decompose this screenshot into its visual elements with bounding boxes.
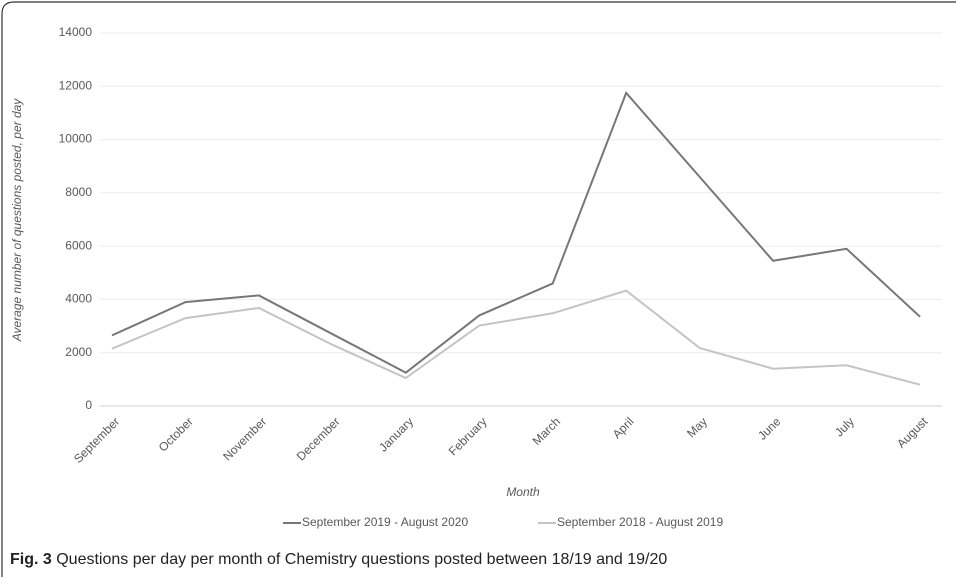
caption: Fig. 3 Questions per day per month of Ch… [10,551,667,568]
legend-label: September 2019 - August 2020 [302,515,468,529]
legend-label: September 2018 - August 2019 [557,515,723,529]
x-tick-label: May [684,414,710,440]
x-tick-label: January [376,414,416,454]
y-tick-label: 10000 [59,132,93,146]
x-axis-label: Month [506,485,540,499]
x-tick-label: October [156,414,196,454]
caption-label: Fig. 3 [10,551,52,568]
y-tick-label: 14000 [59,25,93,39]
y-tick-label: 2000 [65,345,92,359]
x-tick-label: July [832,414,857,439]
x-tick-label: March [530,414,563,447]
x-tick-label: September [71,414,122,465]
y-tick-label: 4000 [65,292,92,306]
y-tick-label: 12000 [59,78,93,92]
y-tick-label: 6000 [65,238,92,252]
y-axis-label: Average number of questions posted, per … [10,98,24,343]
y-tick-label: 0 [85,398,92,412]
caption-text: Questions per day per month of Chemistry… [56,551,667,568]
x-tick-label: April [610,414,637,441]
line [111,289,921,386]
x-tick-label: June [755,414,784,443]
x-tick-label: August [894,414,931,451]
x-tick-label: November [220,414,269,463]
y-tick-label: 8000 [65,185,92,199]
x-tick-label: December [294,414,343,463]
line [111,91,921,374]
x-tick-label: February [446,414,490,458]
